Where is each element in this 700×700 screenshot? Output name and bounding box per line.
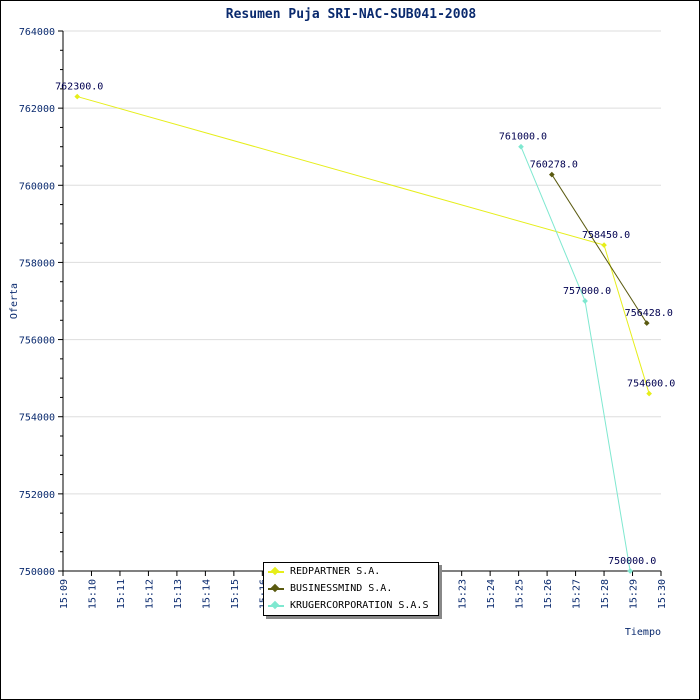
x-tick-label: 15:26 — [543, 579, 554, 609]
y-tick-label: 754000 — [19, 413, 55, 424]
y-axis-label: Oferta — [9, 283, 20, 319]
x-tick-label: 15:14 — [201, 579, 212, 609]
data-label: 758450.0 — [582, 230, 630, 241]
x-tick-label: 15:15 — [230, 579, 241, 609]
data-point — [627, 568, 633, 574]
y-tick-label: 752000 — [19, 490, 55, 501]
x-tick-label: 15:10 — [87, 579, 98, 609]
legend: REDPARTNER S.A. BUSINESSMIND S.A. KRUGER… — [263, 562, 439, 616]
y-tick-label: 756000 — [19, 336, 55, 347]
x-tick-label: 15:25 — [515, 579, 526, 609]
legend-label-redpartner: REDPARTNER S.A. — [290, 566, 381, 577]
data-label: 750000.0 — [608, 556, 656, 567]
series-line-1 — [551, 174, 648, 324]
x-tick-label: 15:28 — [600, 579, 611, 609]
data-label: 754600.0 — [627, 379, 675, 390]
data-labels: 762300.0 758450.0 754600.0 760278.0 756428.0… — [55, 82, 675, 567]
data-point — [601, 242, 607, 248]
x-tick-label: 15:29 — [629, 579, 640, 609]
y-tick-label: 750000 — [19, 567, 55, 578]
x-tick-label: 15:23 — [458, 579, 469, 609]
legend-label-krugercorporation: KRUGERCORPORATION S.A.S — [290, 600, 429, 611]
legend-item-businessmind: BUSINESSMIND S.A. — [264, 581, 438, 597]
data-label: 756428.0 — [625, 308, 673, 319]
chart-title: Resumen Puja SRI-NAC-SUB041-2008 — [226, 7, 477, 22]
y-tick-label: 764000 — [19, 27, 55, 38]
x-tick-label: 15:27 — [572, 579, 583, 609]
data-label: 757000.0 — [563, 286, 611, 297]
legend-marker-businessmind — [270, 583, 280, 593]
legend-label-businessmind: BUSINESSMIND S.A. — [290, 583, 393, 594]
y-tick-label: 760000 — [19, 181, 55, 192]
legend-marker-redpartner — [270, 566, 280, 576]
legend-item-krugercorporation: KRUGERCORPORATION S.A.S — [264, 598, 438, 614]
y-tick-label: 758000 — [19, 258, 55, 269]
grid — [63, 30, 661, 571]
data-label: 760278.0 — [530, 160, 578, 171]
x-axis-label: Tiempo — [625, 627, 661, 638]
data-point — [549, 171, 555, 178]
data-point — [518, 143, 524, 150]
x-tick-label: 15:12 — [144, 579, 155, 609]
x-tick-label: 15:09 — [59, 579, 70, 609]
x-tick-label: 15:11 — [116, 579, 127, 609]
data-point — [646, 390, 652, 397]
legend-marker-krugercorporation — [270, 600, 280, 610]
data-point — [74, 93, 81, 100]
x-tick-label: 15:13 — [173, 579, 184, 609]
plot-area — [63, 31, 661, 571]
y-tick-label: 762000 — [19, 104, 55, 115]
legend-item-redpartner: REDPARTNER S.A. — [264, 564, 438, 580]
data-point — [643, 320, 650, 326]
data-point — [582, 298, 588, 304]
x-tick-label: 15:30 — [657, 579, 668, 609]
series — [74, 93, 652, 574]
x-tick-label: 15:24 — [486, 579, 497, 609]
data-label: 761000.0 — [499, 132, 547, 143]
data-label: 762300.0 — [55, 82, 103, 93]
